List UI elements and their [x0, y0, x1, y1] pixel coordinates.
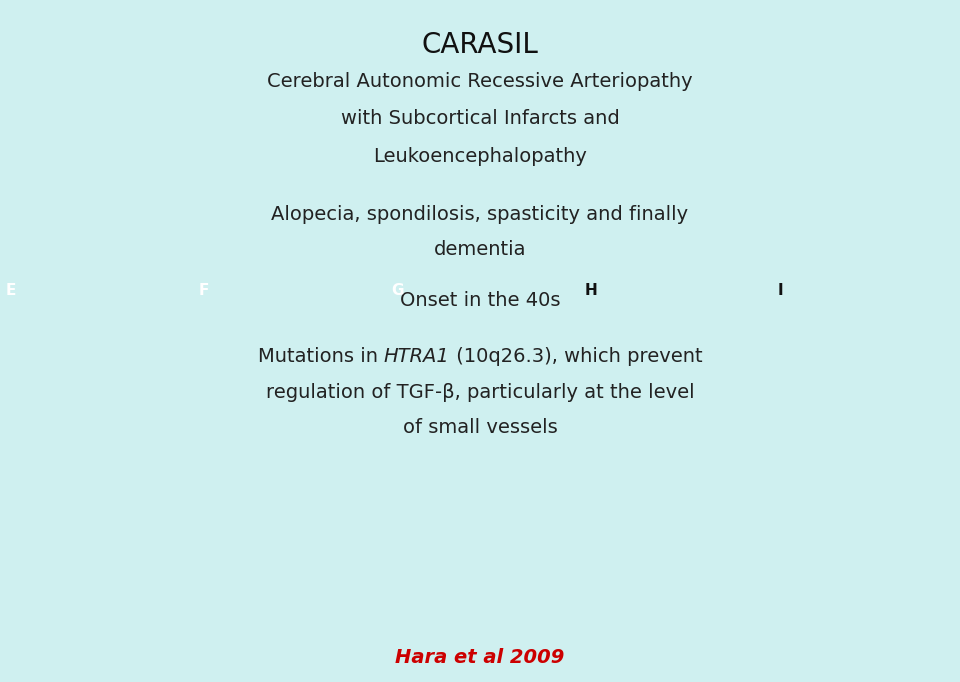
Text: Mutations in: Mutations in [257, 347, 384, 366]
Text: HTRA1: HTRA1 [384, 347, 449, 366]
Text: Cerebral Autonomic Recessive Arteriopathy: Cerebral Autonomic Recessive Arteriopath… [267, 72, 693, 91]
Text: F: F [199, 283, 209, 298]
Text: regulation of TGF-β, particularly at the level: regulation of TGF-β, particularly at the… [266, 383, 694, 402]
Text: G: G [392, 283, 404, 298]
Text: Onset in the 40s: Onset in the 40s [399, 291, 561, 310]
Text: with Subcortical Infarcts and: with Subcortical Infarcts and [341, 109, 619, 128]
Text: Alopecia, spondilosis, spasticity and finally: Alopecia, spondilosis, spasticity and fi… [272, 205, 688, 224]
Text: I: I [778, 283, 783, 298]
Text: CARASIL: CARASIL [421, 31, 539, 59]
Text: (10q26.3), which prevent: (10q26.3), which prevent [449, 347, 703, 366]
Text: dementia: dementia [434, 240, 526, 259]
Text: H: H [585, 283, 597, 298]
Text: E: E [6, 283, 16, 298]
Text: Leukoencephalopathy: Leukoencephalopathy [373, 147, 587, 166]
Text: Hara et al 2009: Hara et al 2009 [396, 648, 564, 667]
Text: of small vessels: of small vessels [402, 418, 558, 437]
